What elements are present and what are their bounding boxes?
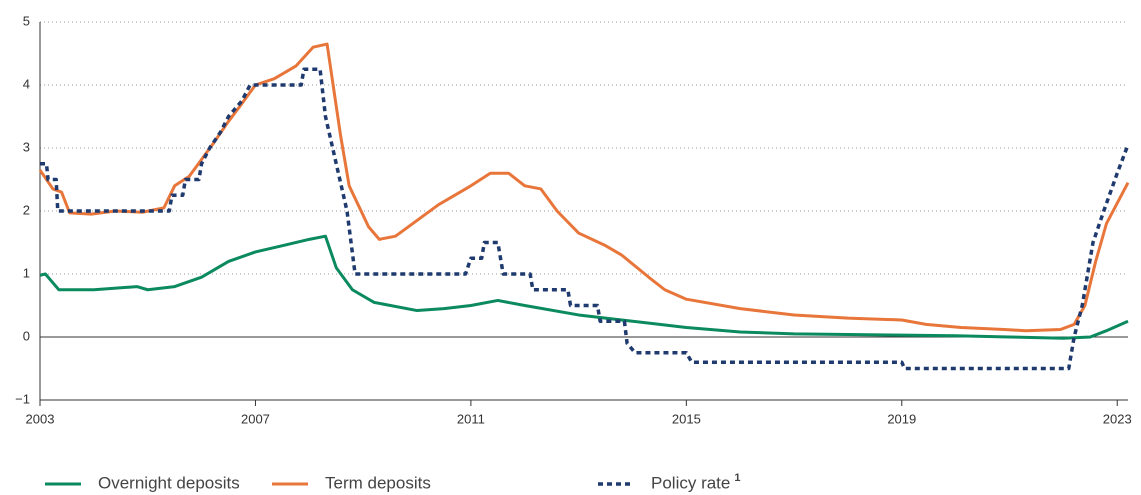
y-tick-label: 3 (23, 139, 30, 154)
x-tick-label: 2019 (887, 411, 916, 426)
x-tick-label: 2007 (241, 411, 270, 426)
x-tick-label: 2011 (457, 411, 485, 426)
legend-label: Policy rate (651, 473, 730, 492)
series-line (38, 42, 1130, 333)
y-tick-label: 2 (23, 202, 30, 217)
legend-footnote: 1 (734, 472, 740, 484)
y-tick-label: 4 (23, 76, 30, 91)
series-line (40, 67, 1130, 371)
x-tick-label: 2023 (1103, 411, 1132, 426)
x-tick-label: 2015 (672, 411, 701, 426)
legend-label: Overnight deposits (98, 473, 240, 492)
y-tick-label: 5 (23, 13, 30, 28)
y-tick-label: −1 (15, 391, 30, 406)
legend-item: Policy rate 1 (598, 472, 741, 492)
legend-item: Overnight deposits (45, 473, 240, 492)
x-tick-label: 2003 (26, 411, 55, 426)
legend-label: Term deposits (325, 473, 431, 492)
legend-item: Term deposits (272, 473, 431, 492)
y-tick-label: 0 (23, 328, 30, 343)
series-line (39, 234, 1129, 340)
y-tick-label: 1 (23, 265, 30, 280)
